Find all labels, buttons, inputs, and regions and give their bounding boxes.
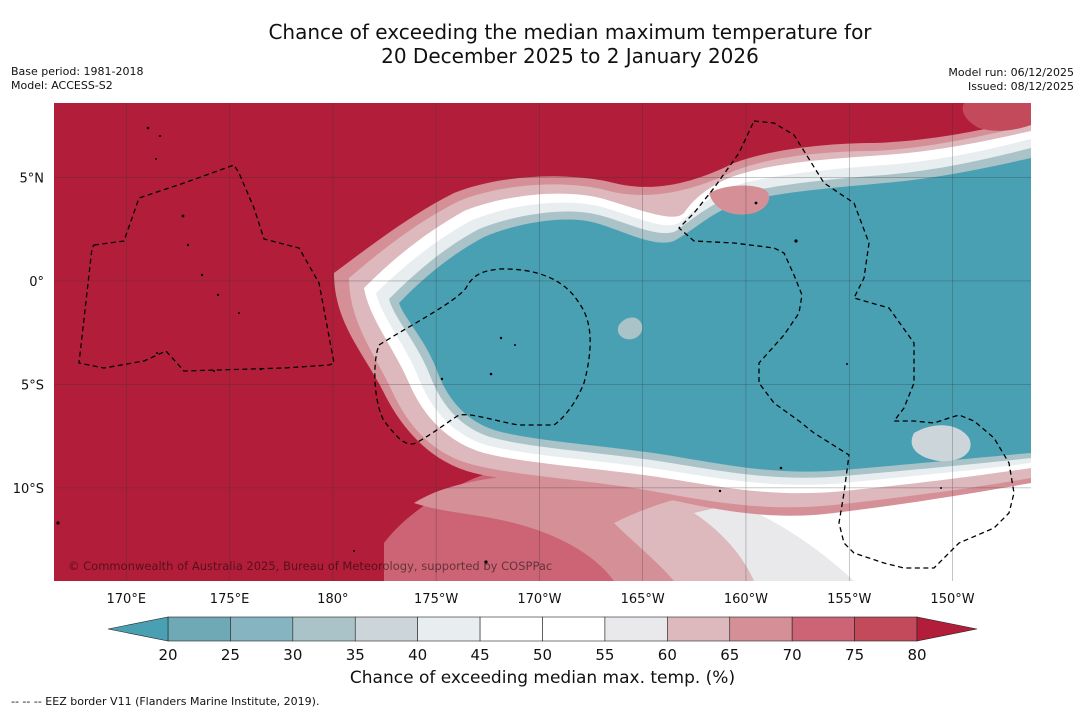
latitude-label: 0°	[29, 275, 44, 290]
longitude-label: 175°E	[210, 592, 250, 607]
title-line-2: 20 December 2025 to 2 January 2026	[381, 44, 759, 68]
forecast-map: © Commonwealth of Australia 2025, Bureau…	[54, 103, 1031, 581]
colorbar-tick-label: 20	[158, 646, 177, 664]
base-period: Base period: 1981-2018	[11, 65, 144, 78]
longitude-label: 150°W	[930, 592, 974, 607]
longitude-label: 155°W	[827, 592, 871, 607]
colorbar-tick-label: 80	[907, 646, 926, 664]
pale-patch-east	[911, 425, 971, 462]
longitude-label: 180°	[317, 592, 348, 607]
colorbar-low-extend	[107, 616, 169, 642]
pale-spot-center	[617, 317, 643, 340]
latitude-label: 5°N	[20, 171, 45, 186]
eez-borders	[78, 120, 1015, 569]
title-line-1: Chance of exceeding the median maximum t…	[268, 20, 872, 44]
colorbar-segment	[167, 616, 231, 642]
graticule	[54, 103, 1031, 581]
issued-date: Issued: 08/12/2025	[967, 80, 1074, 93]
colorbar-tick-label: 55	[595, 646, 614, 664]
colorbar-high-extend	[916, 616, 978, 642]
colorbar-tick-label: 75	[845, 646, 864, 664]
latitude-label: 10°S	[13, 482, 44, 497]
colorbar-tick-label: 35	[346, 646, 365, 664]
colorbar-tick-label: 60	[658, 646, 677, 664]
longitude-label: 160°W	[724, 592, 768, 607]
warm-pocket-north	[709, 185, 770, 215]
eez-tuvalu-kiribati-west	[78, 164, 335, 372]
longitude-label: 175°W	[414, 592, 458, 607]
map-title: Chance of exceeding the median maximum t…	[0, 20, 1085, 68]
colorbar-segment	[604, 616, 668, 642]
colorbar-segment	[542, 616, 606, 642]
colorbar-segment	[854, 616, 918, 642]
colorbar-tick-label: 40	[408, 646, 427, 664]
colorbar-segment	[354, 616, 418, 642]
model-name: Model: ACCESS-S2	[11, 79, 113, 92]
meta-left: Base period: 1981-2018 Model: ACCESS-S2	[11, 65, 143, 93]
colorbar-title: Chance of exceeding median max. temp. (%…	[349, 668, 736, 688]
colorbar-segment	[292, 616, 356, 642]
colorbar-segment	[729, 616, 793, 642]
longitude-label: 165°W	[621, 592, 665, 607]
contour-75-top-right	[962, 103, 1031, 131]
meta-right: Model run: 06/12/2025 Issued: 08/12/2025	[948, 66, 1074, 94]
latitude-label: 5°S	[21, 378, 44, 393]
eez-line-islands	[678, 120, 1015, 569]
colorbar-segment	[791, 616, 855, 642]
colorbar-segment	[417, 616, 481, 642]
copyright-notice: © Commonwealth of Australia 2025, Bureau…	[68, 559, 552, 573]
cool-tongue-below-20	[399, 158, 1031, 472]
model-run: Model run: 06/12/2025	[948, 66, 1074, 79]
colorbar-tick-label: 30	[283, 646, 302, 664]
colorbar-segment	[667, 616, 731, 642]
colorbar-tick-label: 25	[221, 646, 240, 664]
longitude-label: 170°W	[517, 592, 561, 607]
islands	[56, 126, 942, 564]
colorbar-tick-label: 45	[471, 646, 490, 664]
eez-footnote: -- -- -- EEZ border V11 (Flanders Marine…	[11, 695, 320, 708]
colorbar-segment	[230, 616, 294, 642]
colorbar-tick-label: 50	[533, 646, 552, 664]
colorbar-segment	[479, 616, 543, 642]
colorbar-tick-label: 70	[783, 646, 802, 664]
longitude-label: 170°E	[107, 592, 147, 607]
colorbar: 20 25 30 35 40 45 50 55 60 65 70 75 80	[107, 616, 978, 664]
colorbar-tick-label: 65	[720, 646, 739, 664]
